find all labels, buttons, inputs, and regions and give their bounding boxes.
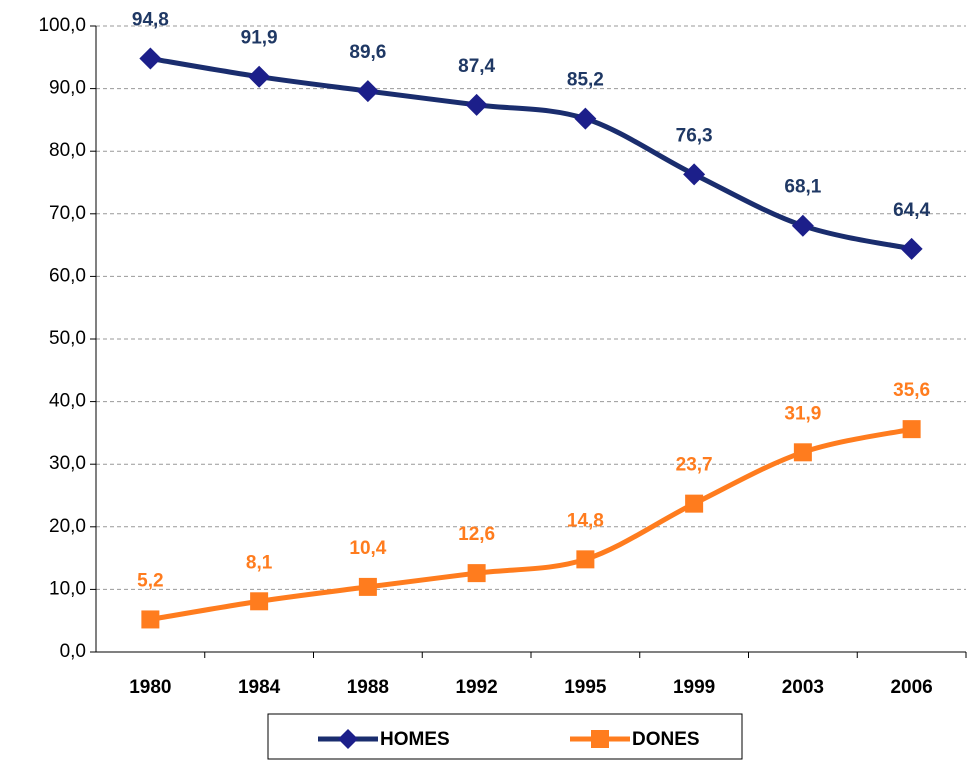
marker (685, 494, 704, 513)
y-tick-label: 70,0 (49, 203, 86, 224)
y-tick-label: 60,0 (49, 265, 86, 286)
marker (791, 214, 814, 237)
legend: HOMES DONES (267, 713, 743, 760)
x-tick-label: 1992 (455, 677, 497, 698)
series-line (149, 426, 913, 622)
marker (683, 163, 706, 186)
data-label: 12,6 (458, 524, 495, 545)
y-tick-label: 100,0 (38, 15, 86, 36)
data-label: 5,2 (137, 570, 163, 591)
x-tick-label: 1995 (564, 677, 607, 698)
data-label: 10,4 (349, 538, 386, 559)
legend-marker (591, 730, 609, 748)
y-tick-label: 80,0 (49, 140, 86, 161)
data-label: 91,9 (241, 28, 278, 49)
legend-marker (338, 729, 358, 749)
x-tick-label: 2006 (890, 677, 932, 698)
data-label: 35,6 (893, 380, 930, 401)
data-label: 94,8 (132, 10, 169, 31)
marker (250, 592, 269, 611)
data-label: 89,6 (349, 42, 386, 63)
y-tick-label: 0,0 (60, 641, 86, 662)
y-tick-label: 10,0 (49, 578, 86, 599)
marker (467, 564, 486, 583)
data-label: 14,8 (567, 510, 604, 531)
data-label: 85,2 (567, 70, 604, 91)
x-tick-label: 1999 (673, 677, 715, 698)
y-tick-label: 50,0 (49, 328, 86, 349)
y-tick-label: 30,0 (49, 453, 86, 474)
x-tick-label: 1984 (238, 677, 281, 698)
data-label: 76,3 (676, 125, 713, 146)
marker (248, 65, 271, 88)
y-tick-label: 20,0 (49, 516, 86, 537)
data-label: 68,1 (784, 177, 821, 198)
data-label: 23,7 (676, 455, 713, 476)
data-label: 31,9 (784, 403, 821, 424)
y-tick-label: 40,0 (49, 391, 86, 412)
data-label: 64,4 (893, 200, 930, 221)
marker (793, 443, 812, 462)
series-line (149, 56, 913, 252)
legend-label: HOMES (380, 729, 450, 750)
x-tick-label: 1988 (347, 677, 389, 698)
marker (900, 237, 923, 260)
x-tick-label: 1980 (129, 677, 171, 698)
marker (141, 610, 160, 629)
data-label: 8,1 (246, 552, 273, 573)
marker (902, 420, 921, 439)
y-tick-label: 90,0 (49, 78, 86, 99)
marker (574, 107, 597, 130)
marker (465, 93, 488, 116)
legend-label: DONES (632, 729, 700, 750)
marker (139, 47, 162, 70)
marker (356, 80, 379, 103)
marker (576, 550, 595, 569)
x-tick-label: 2003 (782, 677, 824, 698)
marker (358, 577, 377, 596)
data-label: 87,4 (458, 56, 495, 77)
